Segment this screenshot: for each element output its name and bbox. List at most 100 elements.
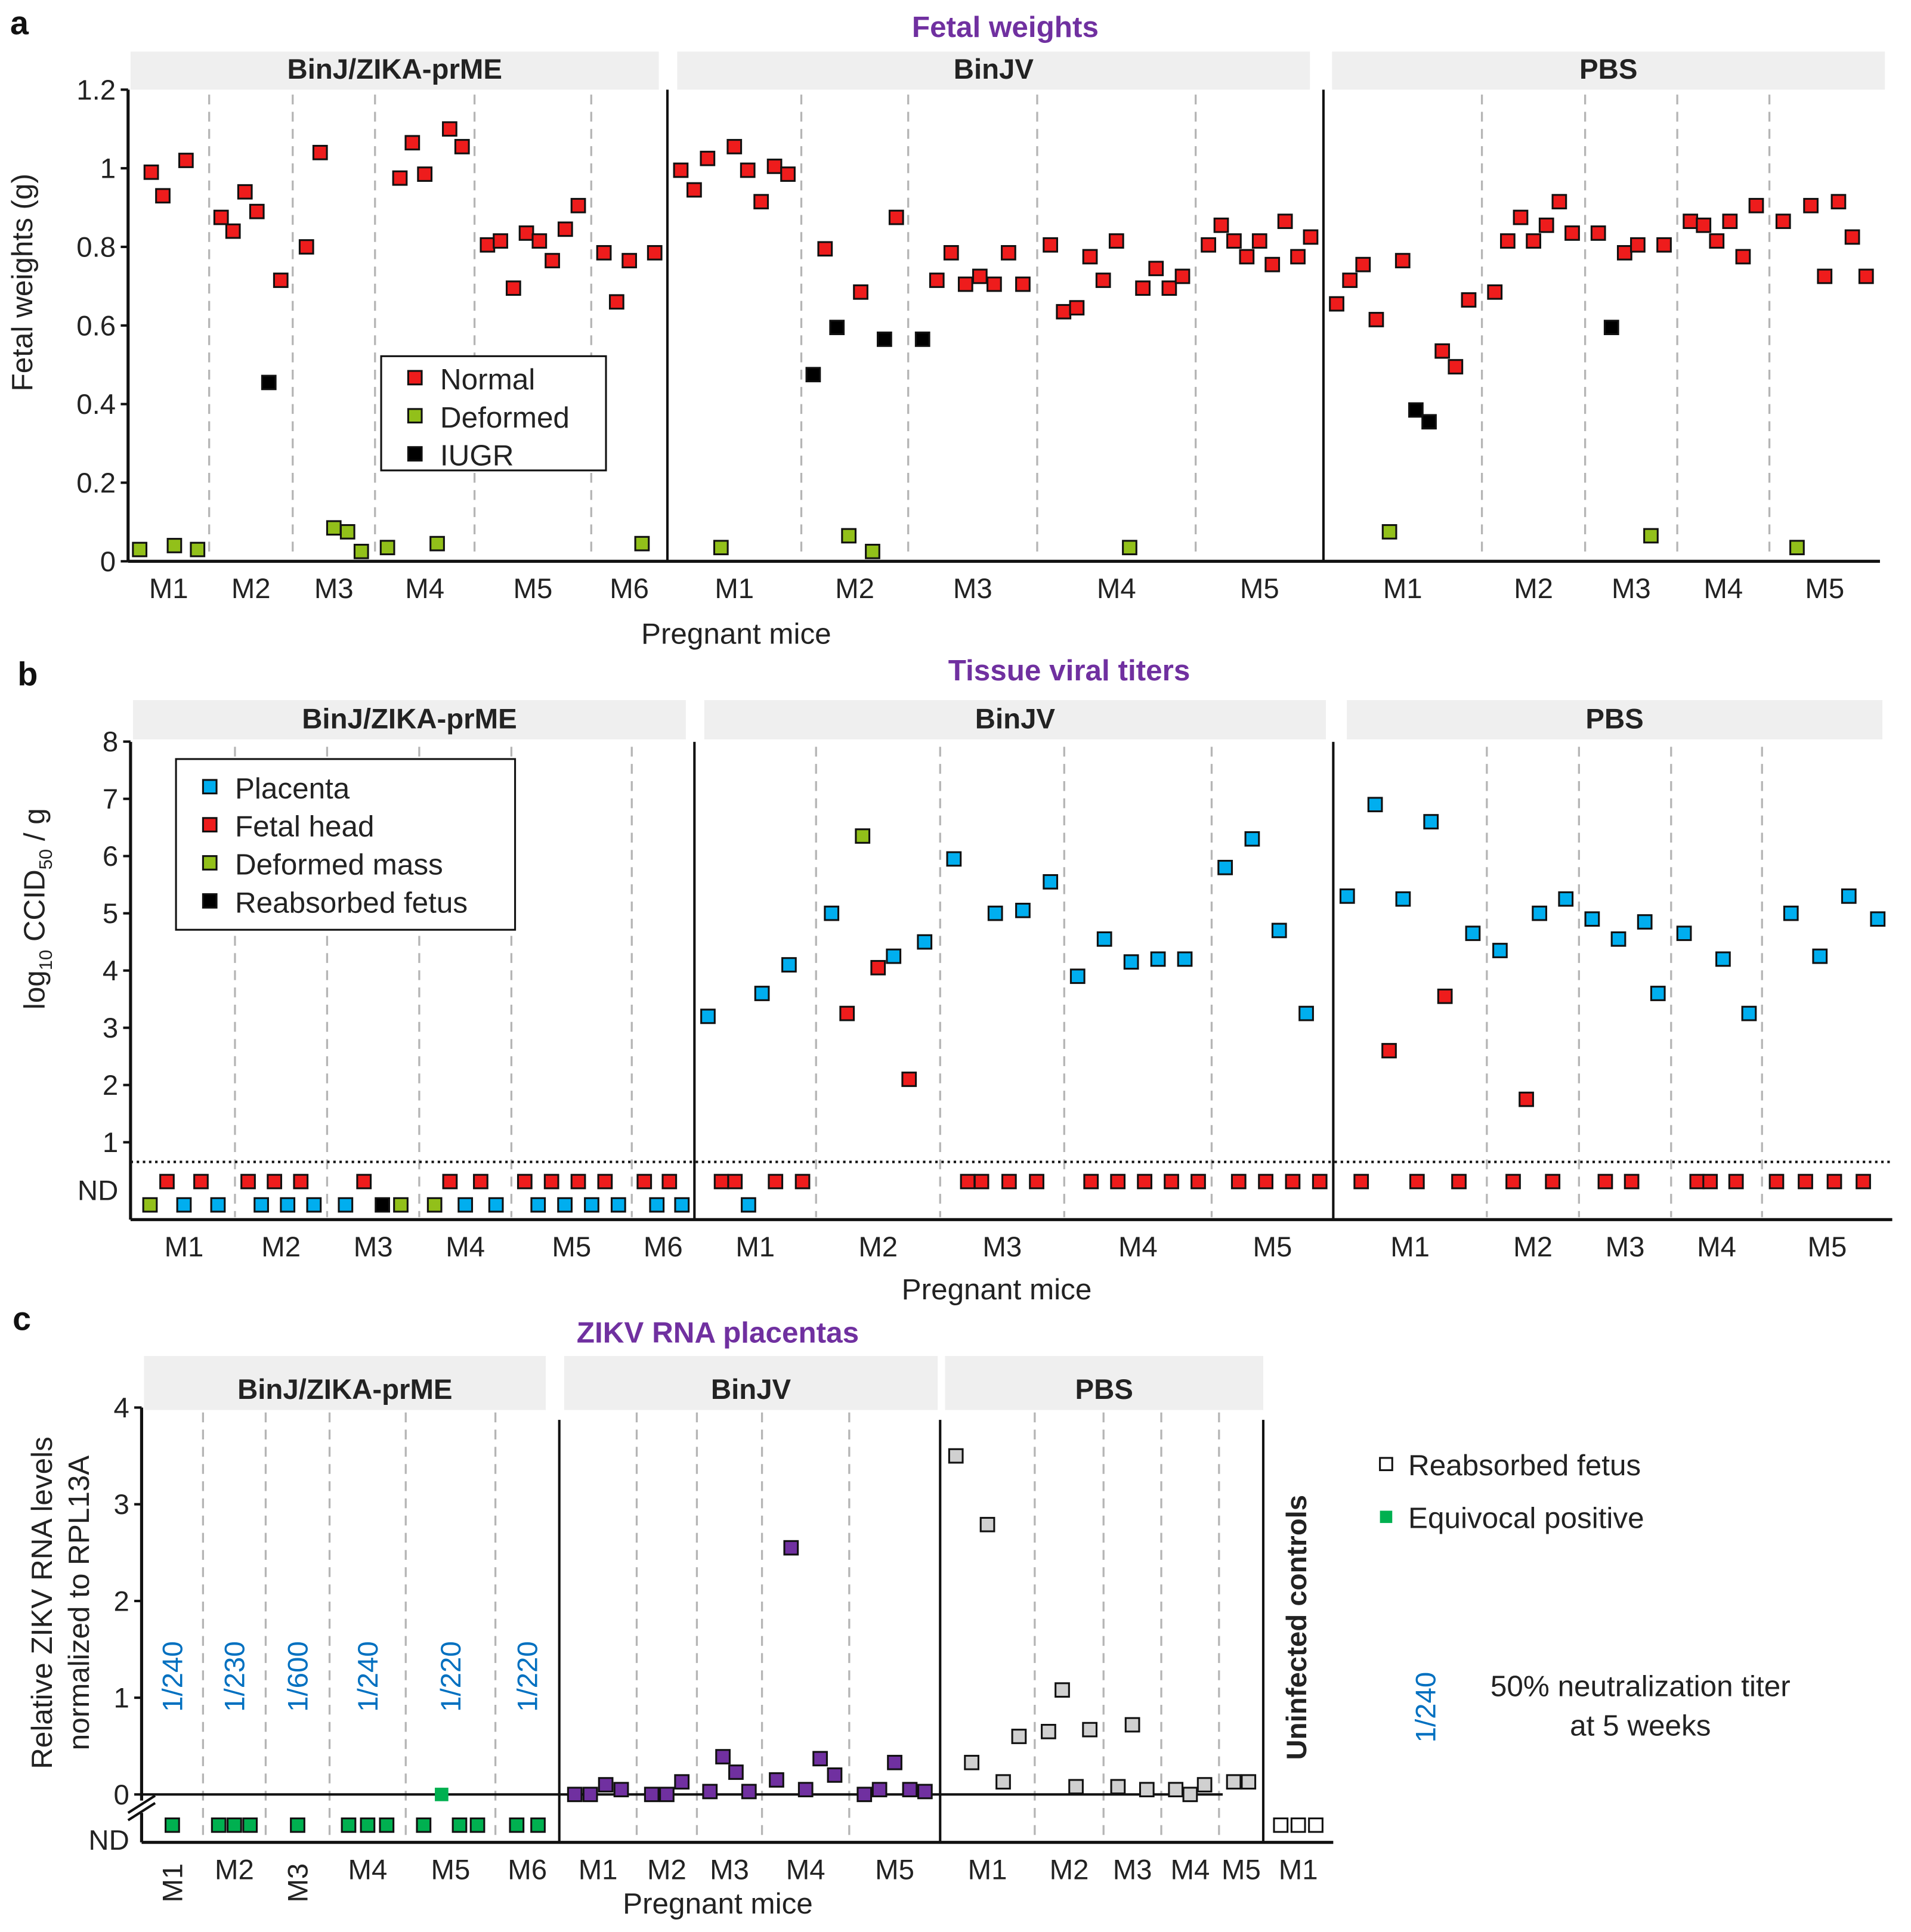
- mouse-label: M3: [282, 1863, 314, 1903]
- data-point: [339, 524, 355, 540]
- data-point: [812, 1751, 828, 1767]
- group-strip: [144, 1355, 546, 1410]
- data-point: [957, 276, 973, 292]
- data-point: [1650, 986, 1666, 1001]
- neutralization-titer: 1/240: [352, 1641, 384, 1712]
- data-point: [1251, 233, 1267, 249]
- data-point: [213, 209, 229, 225]
- data-point: [1110, 1174, 1126, 1190]
- data-point: [1135, 280, 1151, 296]
- data-point: [1182, 1787, 1198, 1803]
- data-point: [480, 237, 496, 253]
- data-point: [338, 1197, 354, 1213]
- data-point: [518, 225, 534, 241]
- data-point: [783, 1540, 799, 1556]
- data-point: [1858, 268, 1874, 284]
- data-point: [687, 182, 702, 198]
- legend-swatch: [202, 855, 218, 871]
- mouse-label: M4: [348, 1854, 388, 1885]
- data-point: [1394, 253, 1411, 268]
- data-point: [261, 374, 277, 391]
- data-point: [727, 1174, 743, 1190]
- legend-label: Reabsorbed fetus: [1408, 1449, 1641, 1482]
- data-point: [1610, 931, 1626, 947]
- y-axis-label: normalized to RPL13A: [63, 1456, 95, 1751]
- legend-swatch: [407, 446, 423, 462]
- data-point: [530, 1817, 546, 1833]
- y-tick-label: 4: [113, 1392, 129, 1424]
- data-point: [1676, 925, 1692, 942]
- data-point: [1055, 1682, 1070, 1698]
- data-point: [1728, 1174, 1744, 1190]
- data-point: [1844, 229, 1860, 245]
- data-point: [741, 1197, 756, 1213]
- data-point: [1741, 1005, 1757, 1021]
- data-point: [530, 1197, 546, 1213]
- mouse-label: M1: [1383, 573, 1423, 605]
- y-axis-label-part: CCID: [18, 869, 51, 950]
- y-tick-label: 2: [113, 1586, 129, 1617]
- data-point: [781, 957, 797, 973]
- data-point: [249, 203, 265, 219]
- data-point: [166, 538, 183, 553]
- neutralization-titer: 1/220: [435, 1641, 467, 1712]
- mouse-label: M4: [1097, 573, 1136, 605]
- data-point: [649, 1197, 665, 1213]
- group-label: PBS: [1075, 1374, 1133, 1405]
- data-point: [702, 1784, 718, 1800]
- panel-a: a Fetal weights BinJ/ZIKA-prME BinJV PBS 0 0.2…: [6, 5, 1885, 650]
- mouse-label: M5: [1808, 1231, 1847, 1263]
- data-point: [1722, 213, 1738, 230]
- data-point: [1768, 1174, 1785, 1190]
- data-point: [700, 1008, 716, 1024]
- data-point: [1409, 1174, 1425, 1190]
- data-point: [531, 233, 548, 249]
- data-point: [1043, 237, 1058, 253]
- mouse-label: M2: [261, 1231, 301, 1263]
- mouse-label: M1: [1390, 1231, 1430, 1263]
- data-point: [1624, 1174, 1640, 1190]
- data-point: [1083, 1174, 1099, 1190]
- y-tick-label: 1: [103, 1127, 118, 1159]
- data-point: [1108, 233, 1124, 249]
- group-label: BinJV: [711, 1374, 791, 1405]
- y-axis-label-part: / g: [18, 808, 51, 849]
- data-point: [674, 1774, 690, 1790]
- data-point: [1124, 1717, 1140, 1733]
- panel-letter: c: [13, 1301, 31, 1337]
- data-point: [1015, 902, 1031, 918]
- data-point: [543, 1174, 559, 1190]
- data-point: [1150, 951, 1166, 967]
- data-point: [902, 1782, 918, 1798]
- y-tick-label: 7: [103, 784, 118, 815]
- data-point: [1558, 891, 1574, 907]
- data-point: [1870, 911, 1886, 927]
- data-point: [1239, 249, 1255, 265]
- data-point: [1513, 209, 1529, 225]
- data-point: [1342, 273, 1358, 288]
- group-strip: [1332, 51, 1885, 90]
- group-strip: [704, 700, 1326, 739]
- data-point: [613, 1782, 629, 1798]
- legend-swatch: [1380, 1510, 1393, 1524]
- data-point: [1230, 1174, 1247, 1190]
- legend-label: Deformed: [440, 401, 570, 434]
- data-point: [488, 1197, 504, 1213]
- data-point: [1015, 276, 1031, 292]
- data-point: [1856, 1174, 1871, 1190]
- data-point: [887, 1754, 902, 1770]
- data-point: [596, 245, 612, 261]
- x-axis-label: Pregnant mice: [623, 1887, 813, 1920]
- mouse-label: M2: [231, 573, 271, 605]
- data-point: [888, 209, 904, 225]
- data-point: [442, 1174, 458, 1190]
- y-tick-label: 0: [100, 546, 116, 578]
- data-point: [469, 1817, 486, 1833]
- data-point: [1526, 233, 1541, 249]
- mouse-label: M3: [1612, 573, 1651, 605]
- data-point: [267, 1174, 283, 1190]
- data-point: [1201, 237, 1216, 253]
- data-point: [1069, 300, 1085, 316]
- mouse-label: M5: [1253, 1231, 1292, 1263]
